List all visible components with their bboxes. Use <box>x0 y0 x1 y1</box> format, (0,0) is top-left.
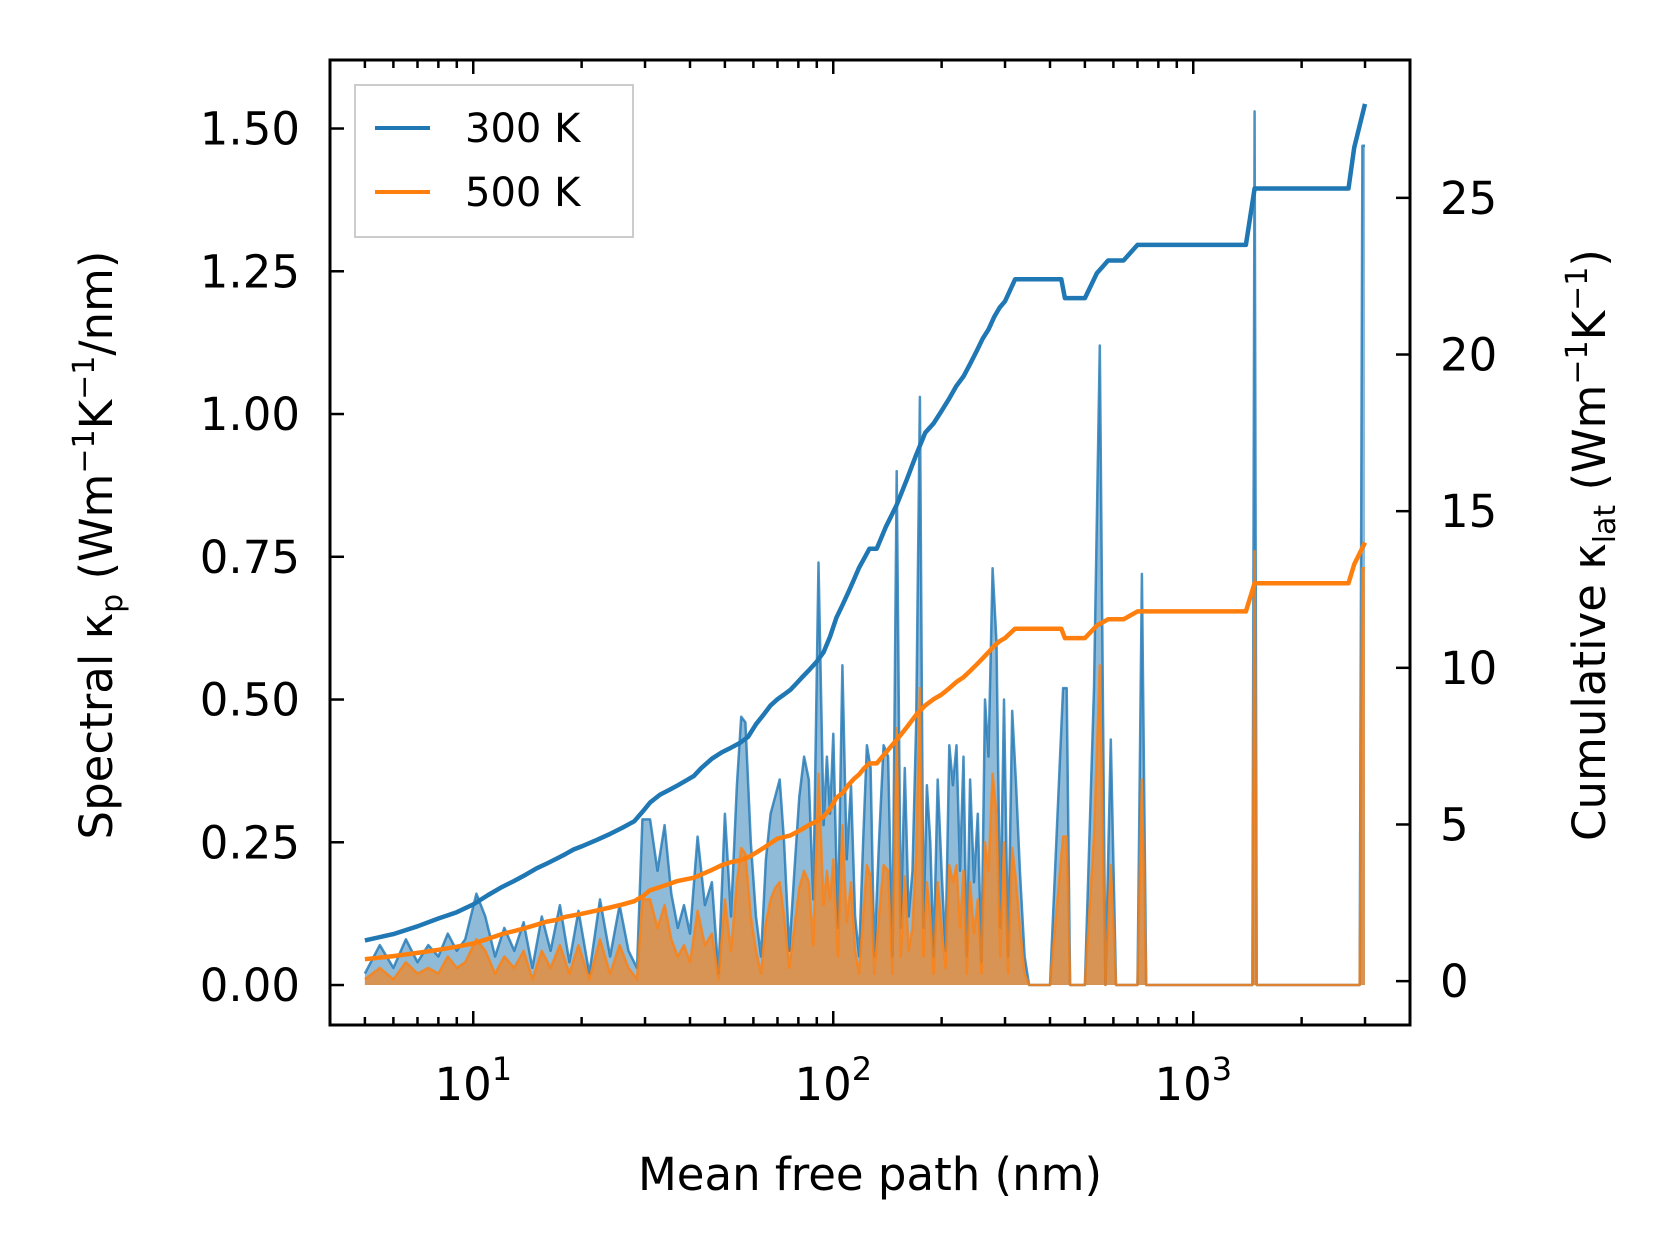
right-y-axis-label: Cumulative κlat (Wm−1K−1) <box>1560 249 1623 841</box>
legend: 300 K 500 K <box>354 84 634 238</box>
right-y-axis-ticks: 0 5 10 15 20 25 <box>1396 172 1497 1008</box>
spectral-line-500k <box>364 549 1365 987</box>
x-tick-label: 102 <box>794 1050 872 1111</box>
y-left-tick-label: 0.00 <box>200 959 300 1012</box>
cumulative-line-500k <box>364 541 1368 962</box>
y-left-tick-label: 1.25 <box>200 245 300 298</box>
left-y-axis-label: Spectral κp (Wm−1K−1/nm) <box>67 251 130 840</box>
legend-box <box>354 84 634 238</box>
legend-label-500k: 500 K <box>465 170 582 216</box>
y-right-tick-label: 20 <box>1440 329 1497 382</box>
x-axis-label: Mean free path (nm) <box>638 1148 1102 1201</box>
y-right-tick-label: 15 <box>1440 485 1497 538</box>
y-right-tick-label: 25 <box>1440 172 1497 225</box>
left-y-axis-ticks: 0.00 0.25 0.50 0.75 1.00 1.25 1.50 <box>200 103 344 1012</box>
legend-label-300k: 300 K <box>465 106 582 152</box>
y-right-tick-label: 10 <box>1440 642 1497 695</box>
x-axis-ticks: 101 102 103 <box>328 60 1412 1111</box>
cumulative-lines <box>364 103 1368 962</box>
cumulative-line-300k <box>364 103 1368 943</box>
y-right-tick-label: 5 <box>1440 798 1469 851</box>
plot-frame <box>328 58 1412 1027</box>
spectral-lines <box>363 110 1365 987</box>
y-left-tick-label: 1.50 <box>200 103 300 156</box>
y-right-tick-label: 0 <box>1440 955 1469 1008</box>
y-left-tick-label: 1.00 <box>200 388 300 441</box>
y-left-tick-label: 0.50 <box>200 674 300 727</box>
y-left-tick-label: 0.75 <box>200 531 300 584</box>
x-tick-label: 103 <box>1154 1050 1232 1111</box>
x-tick-label: 101 <box>434 1050 512 1111</box>
y-left-tick-label: 0.25 <box>200 816 300 869</box>
